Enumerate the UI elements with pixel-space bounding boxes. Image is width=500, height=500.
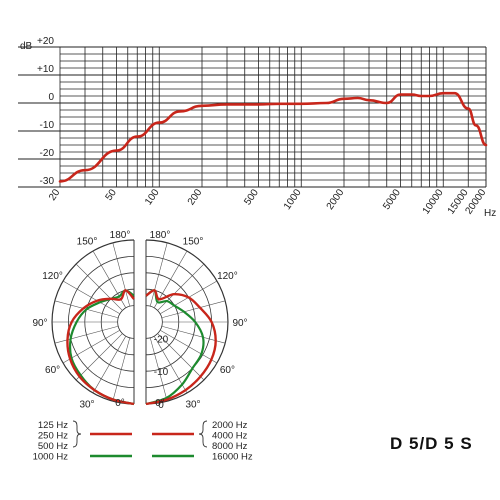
polar-angle-label: 150° — [77, 237, 98, 248]
polar-angle-label: 180° — [110, 230, 131, 241]
legend-label: 500 Hz — [38, 441, 68, 452]
polar-curve-left-red — [66, 289, 135, 406]
polar-spoke — [160, 329, 218, 364]
polar-angle-label: 30° — [79, 399, 94, 410]
polar-radius-label: 0 — [158, 400, 164, 411]
legend-label: 125 Hz — [38, 420, 68, 431]
x-tick-label: 20 — [47, 187, 63, 203]
polar-angle-label: 120° — [217, 271, 238, 282]
frequency-series — [58, 91, 488, 183]
polar-labels: 180° 180° 150° 150° 120° 120° 90° 90° 60° 60° 30° 3… — [32, 230, 247, 411]
polar-spoke — [112, 337, 131, 402]
x-tick-label: 10000 — [421, 187, 446, 216]
legend-label: 1000 Hz — [33, 452, 69, 463]
legend-brace-left — [72, 420, 82, 448]
y-tick-label: +10 — [37, 64, 54, 75]
polar-curve-right-green — [145, 289, 205, 406]
y-tick-label: -30 — [40, 176, 55, 187]
legend-label: 16000 Hz — [212, 452, 253, 463]
x-tick-label: 5000 — [381, 187, 403, 212]
y-tick-label: -20 — [40, 148, 55, 159]
polar-angle-label: 60° — [45, 365, 60, 376]
legend-label: 2000 Hz — [212, 420, 248, 431]
polar-ring — [117, 305, 135, 339]
legend-brace-right — [198, 420, 208, 448]
polar-spoke — [149, 242, 168, 307]
legend-label: 8000 Hz — [212, 441, 248, 452]
x-tick-label: 100 — [143, 187, 162, 207]
polar-spoke — [75, 333, 123, 381]
x-tick-label: 1000 — [282, 187, 304, 212]
x-tick-label: 2000 — [325, 187, 347, 212]
x-tick-label: 200 — [186, 187, 205, 207]
polar-angle-label: 180° — [150, 230, 171, 241]
x-tick-label: 500 — [242, 187, 261, 207]
polar-radius-label: -10 — [154, 367, 169, 378]
polar-spoke — [54, 325, 119, 344]
polar-spoke — [62, 280, 120, 315]
polar-angle-label: 0° — [115, 398, 125, 409]
legend-label: 4000 Hz — [212, 431, 248, 442]
polar-angle-label: 120° — [42, 271, 63, 282]
polar-radius-label: -20 — [154, 334, 169, 345]
polar-grid — [51, 239, 229, 405]
polar-angle-label: 90° — [32, 318, 47, 329]
polar-curve-right-red — [145, 289, 217, 406]
polar-angle-label: 60° — [220, 365, 235, 376]
polar-spoke — [92, 336, 127, 394]
polar-spoke — [112, 242, 131, 307]
model-name: D 5/D 5 S — [390, 434, 473, 453]
x-axis-label: Hz — [484, 208, 496, 219]
y-tick-label: 0 — [48, 92, 54, 103]
y-axis-label: dB — [20, 41, 33, 52]
polar-spoke — [75, 263, 123, 311]
polar-series — [66, 289, 217, 406]
polar-pattern-chart: 180° 180° 150° 150° 120° 120° 90° 90° 60° 60° 30° 3… — [32, 230, 247, 411]
polar-spoke — [161, 300, 226, 319]
frequency-grid — [18, 46, 487, 188]
polar-angle-label: 90° — [232, 318, 247, 329]
y-tick-label: -10 — [40, 120, 55, 131]
polar-spoke — [149, 337, 168, 402]
polar-angle-label: 150° — [183, 237, 204, 248]
polar-spoke — [157, 333, 205, 381]
polar-angle-label: 0° — [155, 398, 165, 409]
polar-spoke — [157, 263, 205, 311]
polar-angle-label: 30° — [185, 399, 200, 410]
x-tick-label: 50 — [104, 187, 120, 203]
response-curve-line — [58, 91, 488, 183]
legend-label: 250 Hz — [38, 431, 68, 442]
y-tick-label: +20 — [37, 36, 54, 47]
